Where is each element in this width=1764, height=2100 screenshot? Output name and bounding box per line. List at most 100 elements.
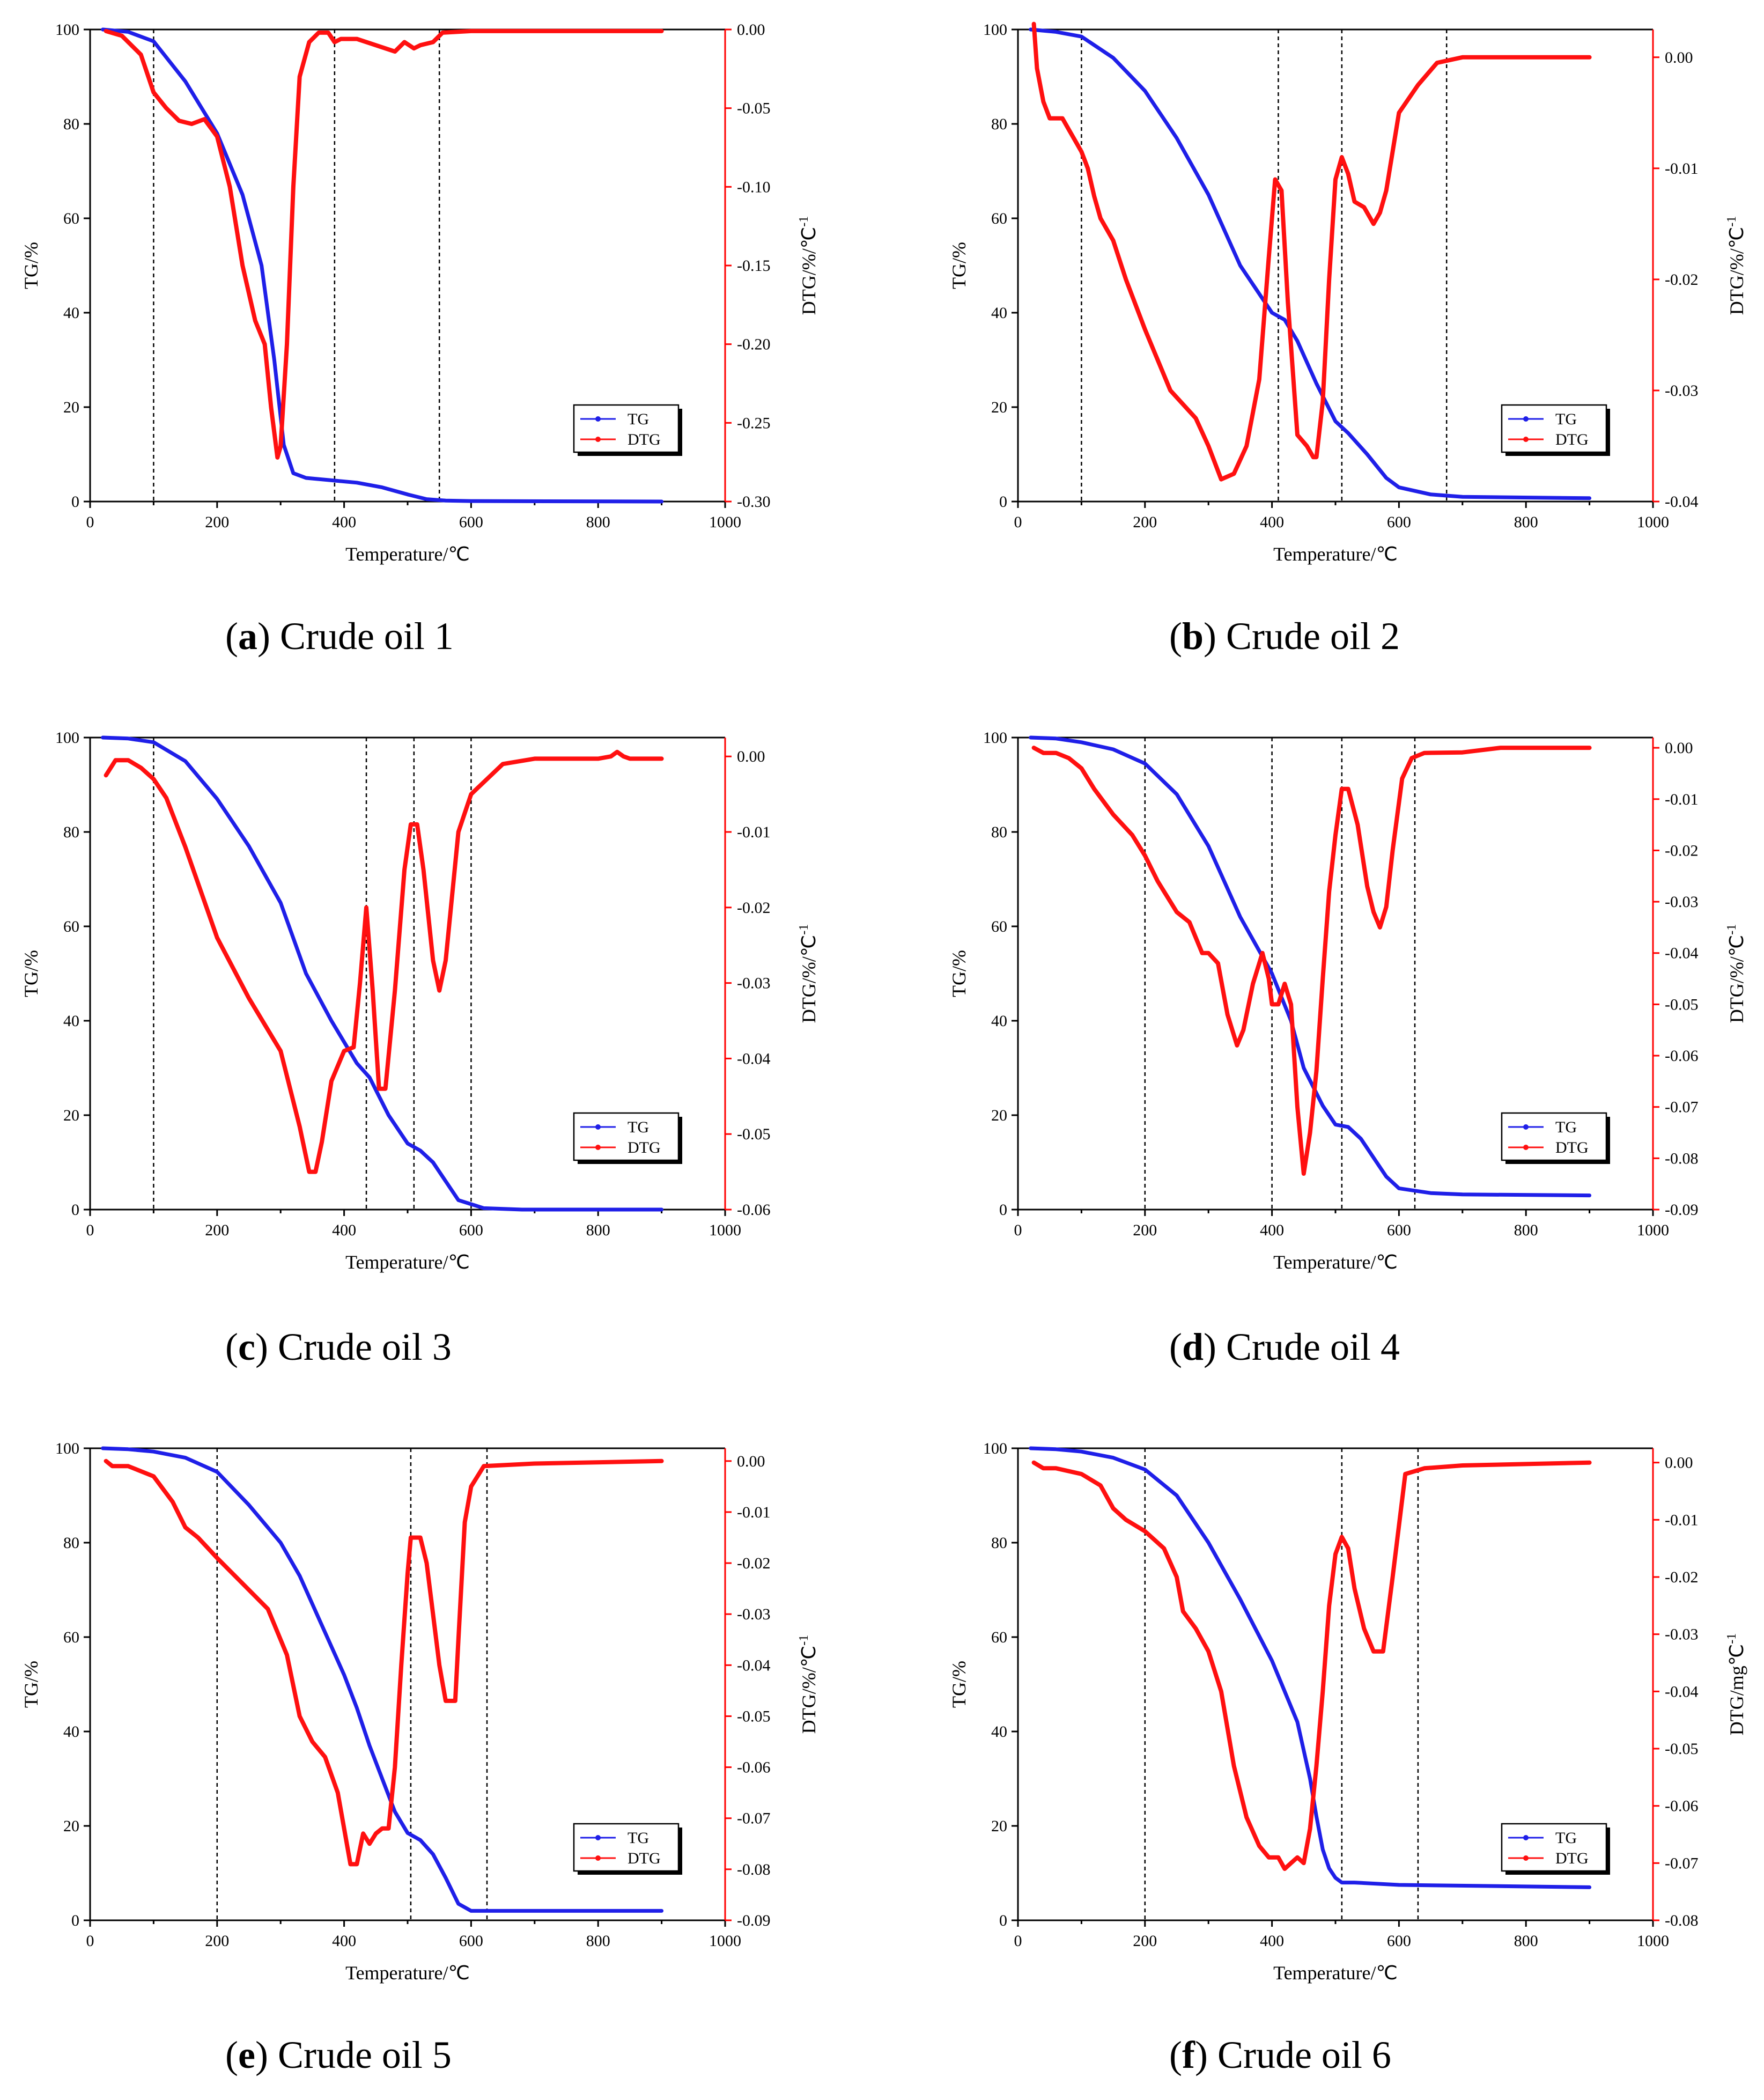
x-axis-title: Temperature/℃ [1273, 1251, 1398, 1273]
right-y-tick-label: -0.03 [1665, 1626, 1699, 1644]
caption-letter: d [1182, 1325, 1204, 1368]
right-y-tick-label: -0.02 [1665, 271, 1699, 289]
legend-swatch-marker [595, 437, 601, 442]
x-tick-label: 600 [1387, 1221, 1411, 1239]
left-y-tick-label: 0 [999, 493, 1007, 511]
right-y-tick-label: -0.07 [737, 1810, 771, 1828]
right-y-tick-label: -0.04 [737, 1656, 771, 1674]
legend-label: TG [1555, 1829, 1577, 1847]
tg-series-line [101, 735, 664, 1212]
caption-text: Crude oil 4 [1226, 1325, 1400, 1368]
dtg-series-line [104, 749, 664, 1174]
right-y-tick-label: -0.06 [737, 1759, 771, 1777]
right-y-tick-label: -0.15 [737, 257, 771, 275]
left-y-tick-label: 40 [63, 1723, 79, 1741]
tg-series-line [101, 27, 664, 504]
legend-box [1501, 1823, 1607, 1872]
right-y-tick-label: -0.01 [1665, 1511, 1699, 1529]
right-y-axis-title: DTG/%/℃-1 [1725, 216, 1747, 315]
x-axis-title: Temperature/℃ [1273, 1962, 1398, 1984]
right-y-axis-title: DTG/%/℃-1 [797, 924, 820, 1023]
left-y-tick-label: 100 [55, 1440, 79, 1457]
legend-label: DTG [1555, 1850, 1589, 1867]
right-y-axis-title: DTG/mg℃-1 [1725, 1633, 1747, 1735]
left-y-tick-label: 20 [991, 399, 1007, 416]
right-y-tick-label: -0.03 [1665, 893, 1699, 911]
right-y-tick-label: 0.00 [1665, 1454, 1693, 1472]
right-y-tick-label: -0.09 [737, 1912, 771, 1929]
x-axis-title: Temperature/℃ [345, 543, 470, 565]
right-y-axis-title-text: DTG/%/℃ [1726, 227, 1747, 315]
x-tick-label: 0 [1014, 1221, 1022, 1239]
chart-panel-a: 0 200 400 600 800 1000 0 20 40 60 80 100 0.00 -0.05 -0… [20, 21, 820, 565]
caption-text: Crude oil 1 [279, 615, 454, 658]
x-tick-label: 1000 [709, 1932, 741, 1950]
left-y-tick-label: 100 [983, 729, 1007, 747]
left-y-axis-title: TG/% [948, 950, 970, 997]
left-y-tick-label: 60 [63, 1629, 79, 1646]
left-y-tick-label: 40 [63, 304, 79, 322]
left-y-axis-title: TG/% [948, 1661, 970, 1708]
left-y-tick-label: 100 [983, 21, 1007, 39]
left-y-tick-label: 60 [63, 210, 79, 227]
right-y-tick-label: -0.20 [737, 336, 771, 353]
legend-swatch-marker [1523, 1145, 1529, 1150]
caption-letter: b [1182, 615, 1204, 658]
x-tick-label: 400 [332, 1221, 356, 1239]
legend-label: DTG [628, 1850, 661, 1867]
x-tick-label: 0 [1014, 1932, 1022, 1950]
right-y-tick-label: 0.00 [737, 21, 765, 39]
x-tick-label: 200 [1133, 1221, 1157, 1239]
caption-d: (d) Crude oil 4 [1169, 1325, 1400, 1368]
x-tick-label: 1000 [709, 513, 741, 531]
caption-a: (a) Crude oil 1 [225, 615, 454, 658]
right-y-axis-title-text: DTG/%/℃ [798, 1646, 820, 1734]
right-y-tick-label: -0.05 [1665, 996, 1699, 1013]
right-y-axis-title-text: DTG/%/℃ [1726, 935, 1747, 1023]
left-y-tick-label: 80 [991, 115, 1007, 133]
caption-text: Crude oil 6 [1217, 2033, 1391, 2076]
right-y-axis-title-superscript: -1 [797, 924, 811, 935]
right-y-tick-label: -0.03 [737, 1605, 771, 1623]
left-y-axis-title: TG/% [20, 242, 42, 289]
chart-panel-e: 0 200 400 600 800 1000 0 20 40 60 80 100 0.00 -0.01 -0… [20, 1440, 820, 1984]
x-tick-label: 400 [1260, 513, 1284, 531]
right-y-axis-title-text: DTG/%/℃ [798, 227, 820, 315]
left-y-tick-label: 60 [63, 918, 79, 935]
x-tick-label: 800 [586, 1932, 610, 1950]
left-y-tick-label: 40 [991, 1012, 1007, 1030]
right-y-axis-title: DTG/%/℃-1 [1725, 924, 1747, 1023]
right-y-tick-label: -0.08 [1665, 1912, 1699, 1929]
right-y-tick-label: 0.00 [737, 748, 765, 765]
right-y-tick-label: -0.01 [1665, 160, 1699, 178]
right-y-axis-title-superscript: -1 [1725, 924, 1739, 935]
right-y-tick-label: -0.05 [737, 1707, 771, 1725]
left-y-tick-label: 100 [55, 21, 79, 39]
x-tick-label: 200 [205, 1932, 229, 1950]
right-y-tick-label: -0.02 [1665, 842, 1699, 859]
right-y-tick-label: -0.03 [737, 975, 771, 992]
left-y-axis-title: TG/% [20, 950, 42, 997]
legend-box [1501, 404, 1607, 453]
left-y-tick-label: 40 [991, 304, 1007, 322]
right-y-tick-label: -0.02 [737, 1554, 771, 1572]
right-y-tick-label: -0.07 [1665, 1854, 1699, 1872]
legend-label: DTG [628, 1139, 661, 1156]
caption-text: Crude oil 2 [1226, 615, 1400, 658]
right-y-tick-label: -0.25 [737, 414, 771, 432]
left-y-axis-title: TG/% [20, 1661, 42, 1708]
legend-box [573, 404, 680, 453]
left-y-tick-label: 20 [991, 1107, 1007, 1124]
right-y-tick-label: -0.05 [1665, 1740, 1699, 1758]
left-y-tick-label: 20 [63, 399, 79, 416]
left-y-tick-label: 20 [63, 1107, 79, 1124]
caption-text: Crude oil 5 [277, 2033, 452, 2076]
left-y-tick-label: 0 [999, 1912, 1007, 1929]
legend-box [1501, 1112, 1607, 1161]
right-y-axis-title-text: DTG/mg℃ [1726, 1644, 1747, 1735]
dtg-series-line [1031, 21, 1592, 482]
chart-panel-d: 0 200 400 600 800 1000 0 20 40 60 80 100 0.00 -0.01 -0… [948, 729, 1747, 1273]
legend-swatch-marker [595, 1855, 601, 1861]
x-tick-label: 800 [586, 1221, 610, 1239]
left-y-tick-label: 60 [991, 210, 1007, 227]
